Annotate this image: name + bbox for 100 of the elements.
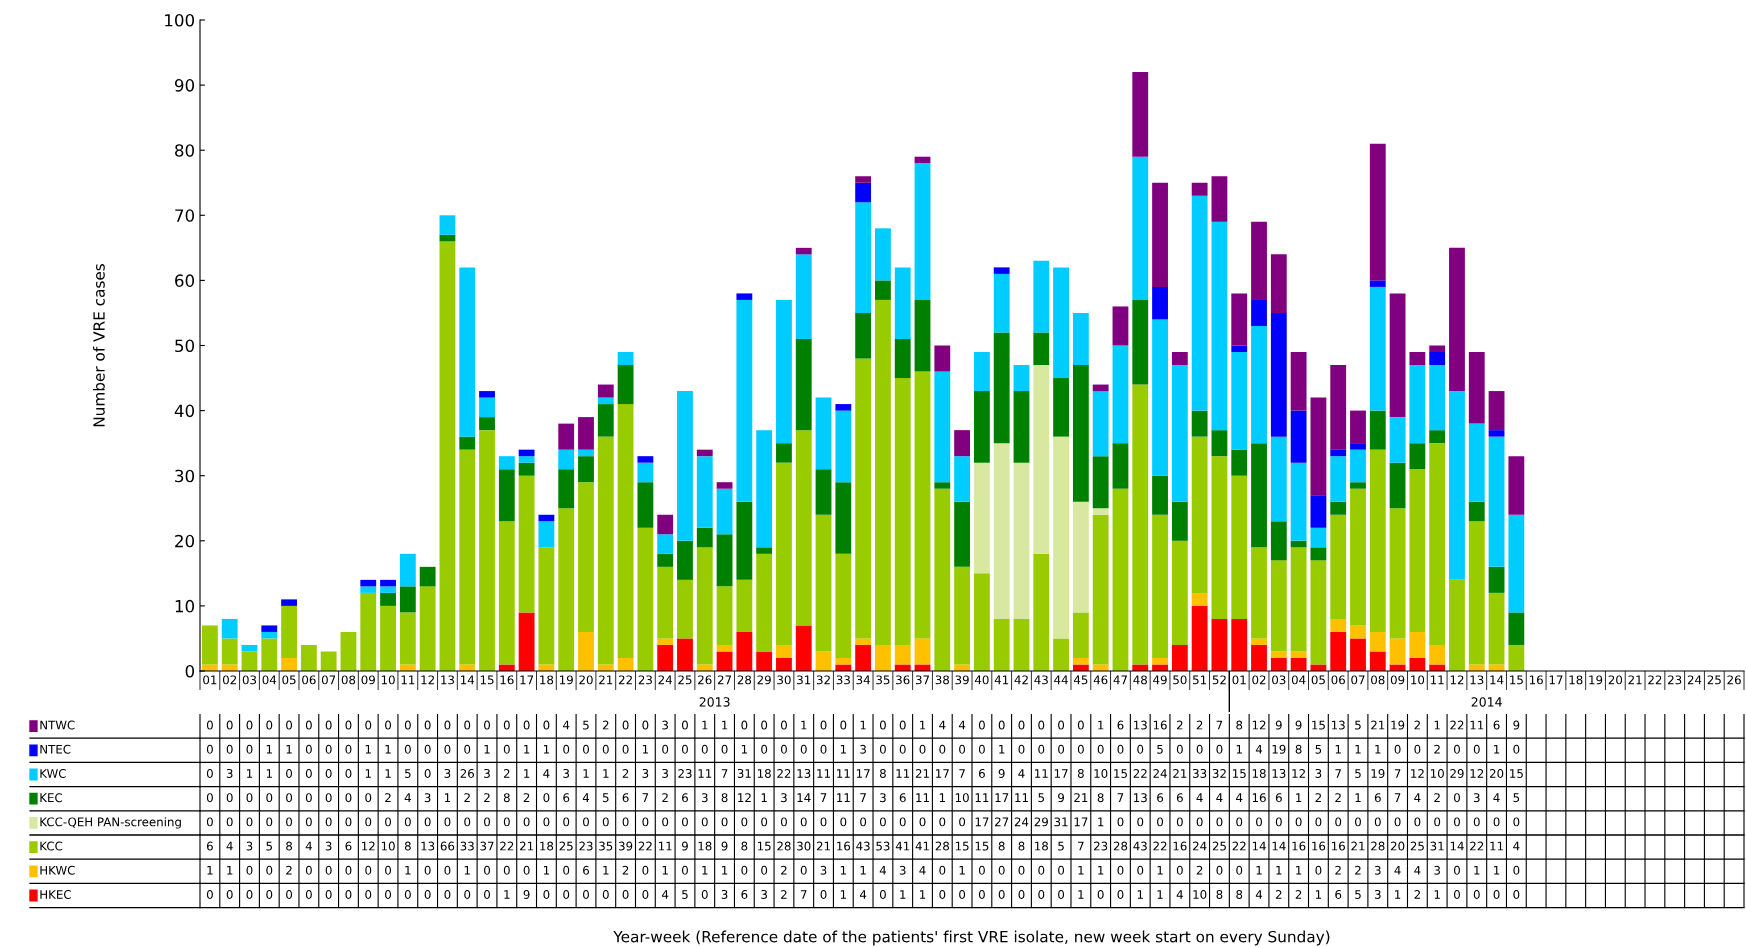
x-tick-label: 31: [797, 675, 811, 685]
data-label: 0: [246, 744, 253, 754]
data-label: 1: [266, 769, 272, 778]
data-label: 0: [1473, 744, 1480, 754]
data-label: 0: [583, 744, 589, 754]
data-label: 0: [1434, 817, 1441, 827]
data-label: 0: [543, 793, 550, 803]
data-label: 1: [801, 720, 807, 730]
data-label: 11: [916, 793, 929, 802]
data-label: 0: [206, 817, 213, 827]
data-label: 0: [741, 720, 748, 730]
x-tick-label: 24: [658, 675, 673, 685]
data-label: 1: [524, 744, 530, 754]
data-label: 0: [741, 865, 748, 875]
data-label: 8: [741, 841, 748, 851]
x-tick-label: 18: [540, 675, 554, 685]
data-label: 0: [266, 890, 273, 899]
data-label: 0: [484, 720, 490, 730]
data-label: 0: [1058, 890, 1065, 899]
data-label: 0: [1097, 744, 1104, 754]
data-label: 9: [523, 890, 530, 899]
data-label: 21: [1371, 720, 1385, 730]
data-label: 5: [1058, 841, 1064, 851]
data-label: 0: [1038, 890, 1045, 899]
data-label: 0: [325, 817, 332, 827]
data-label: 0: [602, 817, 609, 827]
data-label: 17: [1054, 769, 1068, 778]
data-label: 3: [424, 793, 431, 803]
data-label: 0: [701, 817, 708, 827]
data-label: 0: [246, 793, 253, 803]
data-label: 29: [1034, 817, 1048, 827]
legend-label: KWC: [40, 769, 66, 778]
data-label: 0: [345, 793, 352, 803]
data-label: 33: [1193, 769, 1207, 778]
data-label: 17: [856, 769, 870, 778]
data-label: 7: [1394, 793, 1401, 802]
data-label: 0: [1058, 865, 1065, 875]
data-label: 0: [305, 890, 312, 899]
data-label: 1: [722, 720, 728, 730]
data-label: 1: [761, 793, 767, 802]
data-label: 0: [780, 720, 787, 730]
data-label: 2: [484, 793, 490, 802]
data-label: 0: [286, 793, 293, 803]
data-label: 2: [1355, 865, 1361, 875]
data-label: 0: [424, 720, 431, 730]
data-label: 0: [226, 817, 233, 827]
data-label: 1: [1098, 720, 1104, 730]
data-label: 1: [860, 865, 866, 875]
data-label: 0: [1414, 817, 1421, 827]
data-label: 0: [1038, 865, 1045, 875]
data-label: 30: [797, 841, 811, 851]
data-label: 4: [543, 769, 550, 778]
data-label: 0: [424, 817, 431, 827]
y-tick-label: 50: [175, 339, 195, 353]
x-tick-label: 38: [935, 675, 950, 685]
data-label: 5: [583, 720, 589, 730]
data-label: 1: [266, 744, 272, 754]
data-label: 1: [1157, 890, 1163, 899]
data-label: 6: [741, 890, 748, 899]
x-tick-label: 02: [1252, 675, 1266, 685]
data-label: 12: [738, 793, 751, 802]
x-tick-label: 20: [579, 675, 593, 685]
data-label: 0: [206, 793, 213, 803]
x-tick-label: 15: [480, 675, 494, 685]
data-label: 0: [464, 720, 471, 730]
data-label: 0: [583, 817, 589, 827]
data-label: 0: [503, 744, 510, 754]
data-label: 0: [266, 865, 273, 875]
data-label: 11: [1490, 841, 1503, 851]
data-label: 0: [642, 890, 649, 899]
data-label: 0: [899, 720, 906, 730]
data-label: 43: [856, 841, 870, 851]
x-tick-label: 42: [1014, 675, 1028, 685]
data-label: 0: [1473, 890, 1480, 899]
data-label: 0: [1513, 890, 1520, 899]
data-label: 0: [365, 720, 372, 730]
data-label: 0: [503, 817, 510, 827]
data-label: 1: [920, 890, 926, 899]
x-tick-label: 20: [1608, 675, 1623, 685]
data-label: 0: [286, 817, 293, 827]
data-label: 1: [1276, 865, 1282, 875]
data-label: 16: [837, 841, 851, 851]
data-label: 3: [781, 793, 787, 803]
data-label: 0: [1513, 817, 1520, 827]
data-label: 12: [1292, 769, 1305, 778]
data-label: 11: [1015, 793, 1028, 802]
data-label: 6: [1374, 793, 1381, 803]
data-label: 1: [702, 865, 708, 875]
data-label: 0: [543, 720, 550, 730]
data-label: 0: [484, 817, 490, 827]
data-label: 0: [1018, 720, 1025, 730]
data-label: 1: [543, 744, 550, 754]
data-label: 1: [1296, 793, 1302, 802]
x-tick-label: 34: [856, 675, 870, 685]
legend-label: NTEC: [40, 744, 71, 754]
data-label: 14: [797, 793, 811, 802]
data-label: 10: [1193, 890, 1207, 899]
x-tick-label: 52: [1212, 675, 1226, 685]
data-label: 0: [820, 817, 827, 827]
data-label: 7: [1117, 793, 1124, 802]
